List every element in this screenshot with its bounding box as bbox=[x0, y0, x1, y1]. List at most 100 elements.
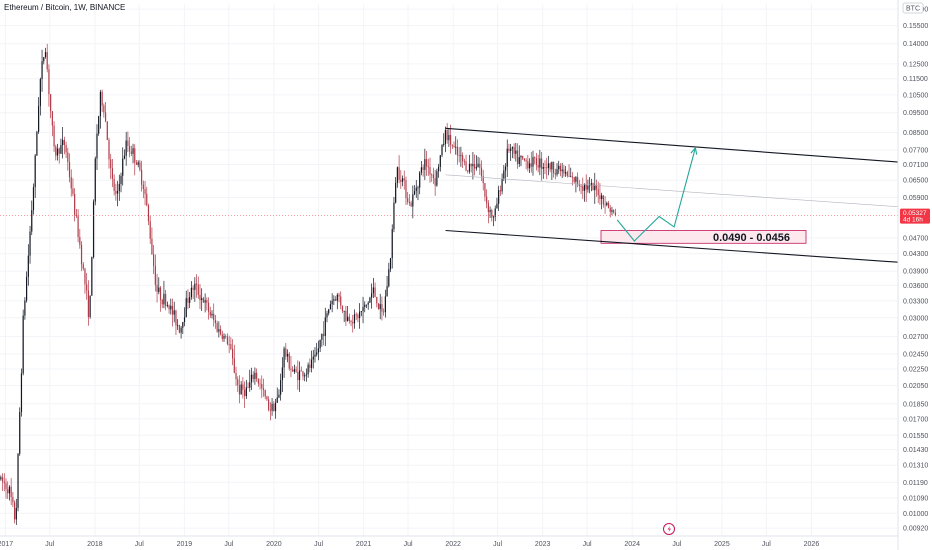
candle bbox=[549, 162, 551, 173]
candle bbox=[571, 172, 574, 186]
y-tick-label: 0.03000 bbox=[903, 315, 928, 322]
candle bbox=[602, 194, 604, 208]
candle bbox=[65, 141, 67, 159]
y-tick-label: 0.03900 bbox=[903, 269, 928, 276]
candle bbox=[448, 129, 450, 147]
candle bbox=[168, 304, 170, 314]
candle bbox=[539, 149, 541, 176]
candle bbox=[326, 310, 328, 323]
candle bbox=[587, 179, 589, 193]
candle bbox=[482, 169, 484, 191]
candle bbox=[453, 141, 455, 148]
candle bbox=[412, 185, 414, 219]
candle bbox=[523, 158, 526, 162]
candle bbox=[583, 183, 586, 202]
candle bbox=[207, 297, 210, 320]
candle bbox=[537, 154, 539, 173]
target-zone[interactable] bbox=[600, 230, 807, 244]
candle bbox=[336, 293, 338, 310]
candle bbox=[3, 473, 5, 492]
candle bbox=[525, 158, 527, 170]
candle bbox=[189, 292, 191, 308]
candle bbox=[235, 366, 237, 386]
candle bbox=[213, 303, 215, 327]
x-tick-label: 2023 bbox=[535, 541, 551, 548]
candle bbox=[501, 173, 503, 195]
projection-path[interactable] bbox=[616, 147, 696, 242]
x-tick-label: 2019 bbox=[177, 541, 193, 548]
price-axis[interactable]: 0.170000.155000.140000.125000.115000.105… bbox=[903, 7, 928, 533]
candle bbox=[290, 355, 292, 378]
candle bbox=[489, 206, 491, 218]
grid bbox=[0, 4, 898, 536]
candle bbox=[237, 376, 239, 392]
candle bbox=[492, 215, 495, 227]
y-tick-label: 0.02450 bbox=[903, 351, 928, 358]
candle bbox=[122, 147, 124, 186]
candle bbox=[594, 172, 596, 204]
candle bbox=[515, 142, 517, 162]
candle bbox=[24, 297, 26, 320]
candle bbox=[393, 196, 395, 233]
candle bbox=[249, 369, 251, 392]
candle bbox=[295, 366, 297, 373]
x-tick-label: 2018 bbox=[87, 541, 103, 548]
candle bbox=[407, 191, 409, 205]
candle bbox=[494, 205, 496, 222]
trendline-channel-upper[interactable] bbox=[445, 127, 899, 163]
y-tick-label: 0.07100 bbox=[903, 162, 928, 169]
candle bbox=[151, 227, 153, 255]
y-tick-label: 0.12500 bbox=[903, 61, 928, 68]
candle bbox=[468, 154, 471, 174]
candle bbox=[165, 290, 167, 311]
candle bbox=[371, 283, 373, 309]
goto-realtime-icon[interactable] bbox=[663, 523, 675, 535]
candle bbox=[491, 208, 493, 222]
candle bbox=[86, 273, 88, 300]
candle bbox=[48, 64, 50, 107]
candle bbox=[159, 285, 162, 312]
candle bbox=[369, 296, 371, 303]
y-tick-label: 0.11500 bbox=[903, 76, 928, 83]
candle bbox=[328, 308, 330, 316]
candle bbox=[269, 402, 271, 421]
candle bbox=[240, 381, 242, 395]
trendline-channel-mid[interactable] bbox=[445, 174, 899, 208]
candle bbox=[274, 398, 277, 419]
y-tick-label: 0.08500 bbox=[903, 130, 928, 137]
candle bbox=[197, 276, 199, 299]
candle bbox=[19, 407, 21, 456]
candle bbox=[345, 305, 347, 326]
candle bbox=[84, 267, 86, 294]
candle bbox=[135, 159, 138, 165]
y-tick-label: 0.14000 bbox=[903, 41, 928, 48]
candle bbox=[201, 288, 203, 312]
candle bbox=[302, 370, 304, 381]
candle bbox=[38, 97, 40, 134]
candle bbox=[396, 166, 398, 188]
candle bbox=[309, 358, 311, 373]
candle bbox=[348, 313, 350, 324]
candle bbox=[314, 347, 316, 363]
y-tick-label: 0.02700 bbox=[903, 334, 928, 341]
candle bbox=[486, 189, 488, 209]
y-tick-label: 0.09500 bbox=[903, 110, 928, 117]
candle bbox=[542, 162, 544, 179]
candle bbox=[230, 337, 232, 351]
x-tick-label: Jul bbox=[672, 541, 681, 548]
candle bbox=[573, 176, 575, 184]
candle bbox=[554, 168, 556, 180]
candle bbox=[474, 154, 476, 176]
candle bbox=[130, 145, 132, 157]
trendline-channel-lower[interactable] bbox=[445, 229, 899, 263]
candle bbox=[432, 167, 435, 184]
y-tick-label: 0.00920 bbox=[903, 526, 928, 533]
candle bbox=[36, 130, 38, 156]
candle bbox=[472, 152, 474, 180]
candle bbox=[228, 335, 230, 354]
candle bbox=[408, 194, 410, 206]
time-axis[interactable]: 2017 Jul 2018 Jul 2019 Jul 2020 Jul 2021 Jul 2022 J… bbox=[0, 541, 819, 548]
candle bbox=[424, 148, 426, 181]
candle bbox=[420, 160, 423, 176]
